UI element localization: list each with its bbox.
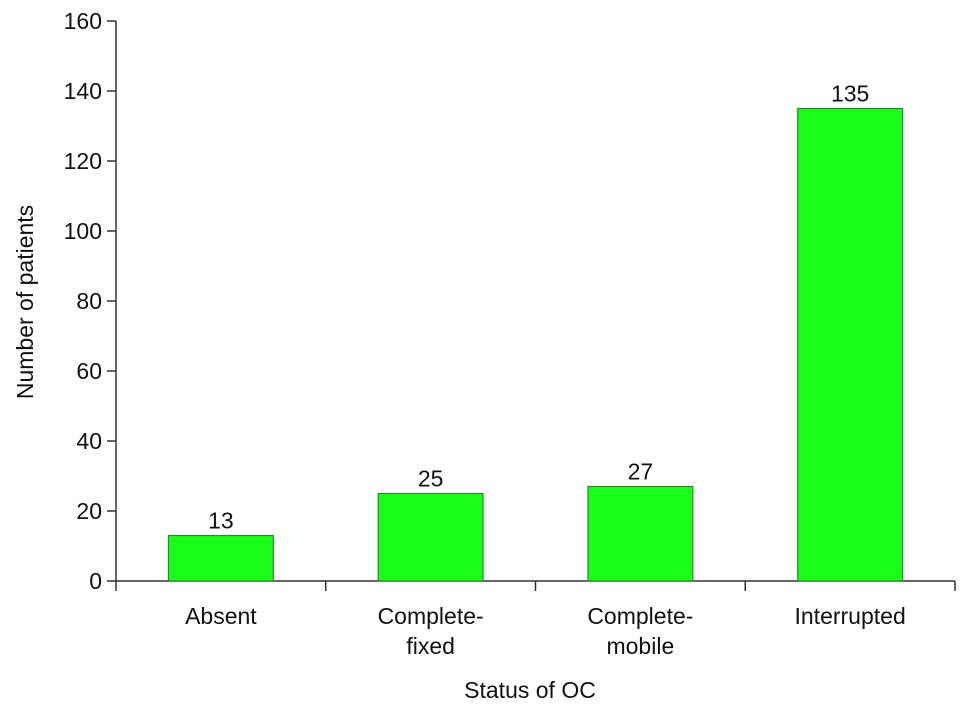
y-tick-label: 40 <box>76 428 102 454</box>
x-tick-label: Absent <box>185 603 257 629</box>
y-tick-label: 160 <box>64 8 102 34</box>
y-tick-label: 20 <box>76 498 102 524</box>
x-tick-label: Complete- <box>587 603 693 629</box>
x-axis-title: Status of OC <box>464 677 596 703</box>
y-tick-label: 60 <box>76 358 102 384</box>
x-tick-label: fixed <box>406 633 455 659</box>
value-label: 27 <box>628 459 654 485</box>
value-label: 25 <box>418 466 444 492</box>
bar <box>797 107 904 582</box>
y-tick-label: 80 <box>76 288 102 314</box>
value-label: 135 <box>831 81 869 107</box>
y-tick-label: 100 <box>64 218 102 244</box>
bar <box>587 485 694 582</box>
x-tick-label: Complete- <box>378 603 484 629</box>
x-tick-label: mobile <box>606 633 674 659</box>
y-tick-label: 140 <box>64 78 102 104</box>
y-axis-title: Number of patients <box>12 205 38 399</box>
value-label: 13 <box>208 508 234 534</box>
x-tick-label: Interrupted <box>795 603 906 629</box>
y-tick-label: 120 <box>64 148 102 174</box>
bar <box>377 492 484 582</box>
bar <box>167 534 274 582</box>
y-tick-label: 0 <box>89 568 102 594</box>
